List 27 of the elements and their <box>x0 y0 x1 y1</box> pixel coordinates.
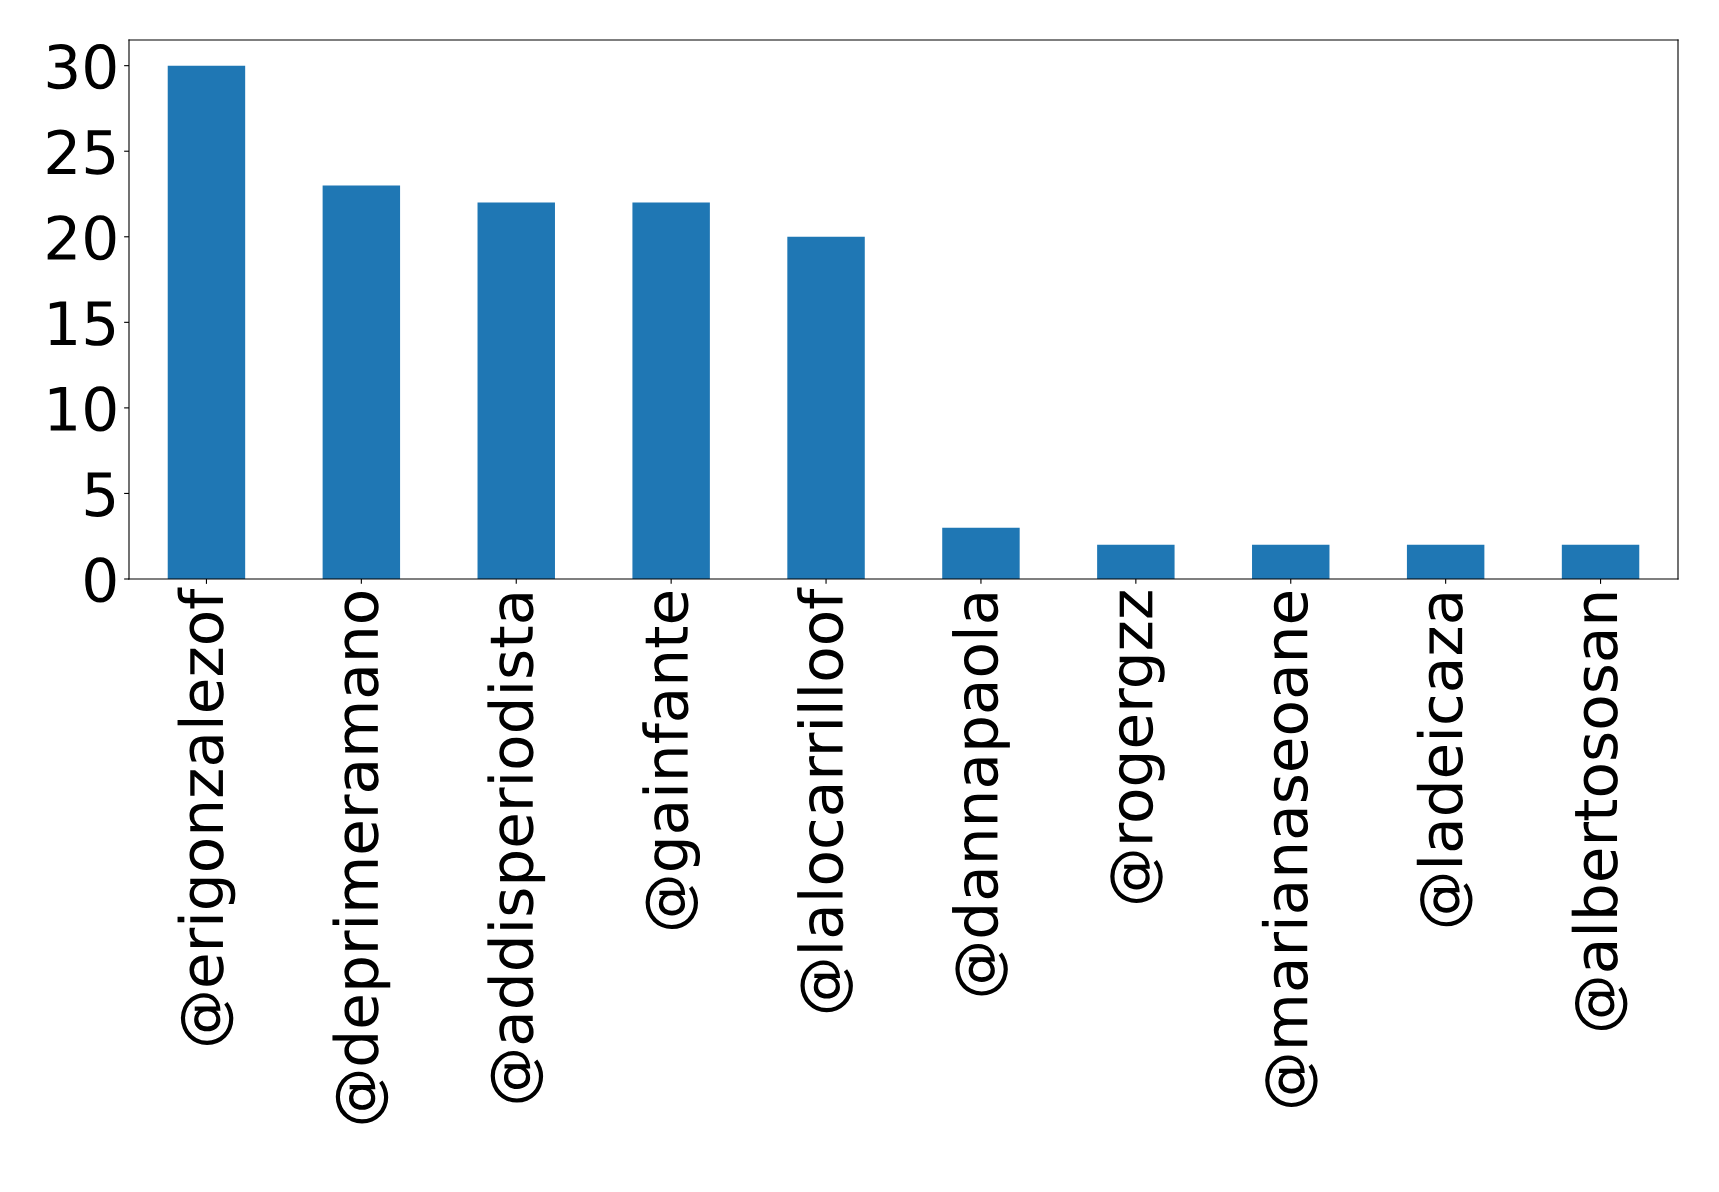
x-tick-label: @dannapaola <box>952 594 1010 996</box>
x-tick-label: @deprimeramano <box>332 591 391 1124</box>
y-tick-label: 30 <box>47 44 116 90</box>
x-tick-label: @ladeicaza <box>1416 594 1473 927</box>
bar <box>322 185 401 579</box>
bar <box>787 236 865 579</box>
bar <box>167 65 246 579</box>
x-tick-label: @gainfante <box>642 591 701 930</box>
y-tick-label: 25 <box>47 129 115 175</box>
y-tick-label: 5 <box>85 472 115 517</box>
bar <box>1406 544 1485 579</box>
x-tick-label: @lalocarrilloof <box>797 587 853 1013</box>
x-tick-label: @albertososan <box>1571 593 1628 1031</box>
x-tick-label: @rogergzz <box>1110 591 1165 904</box>
y-tick-label: 10 <box>49 386 116 432</box>
x-tick-label: @erigonzalezof <box>177 587 236 1045</box>
bar <box>942 527 1020 579</box>
y-tick-label: 20 <box>47 215 116 261</box>
bar <box>1561 544 1640 579</box>
bar <box>632 202 710 579</box>
bar <box>477 202 555 579</box>
x-tick-label: @addisperiodista <box>487 594 546 1103</box>
bar <box>1252 544 1330 579</box>
x-tick-label: @marianaseoane <box>1261 591 1318 1108</box>
y-tick-label: 0 <box>85 557 116 603</box>
bar <box>1097 544 1175 579</box>
y-tick-label: 15 <box>49 301 115 346</box>
